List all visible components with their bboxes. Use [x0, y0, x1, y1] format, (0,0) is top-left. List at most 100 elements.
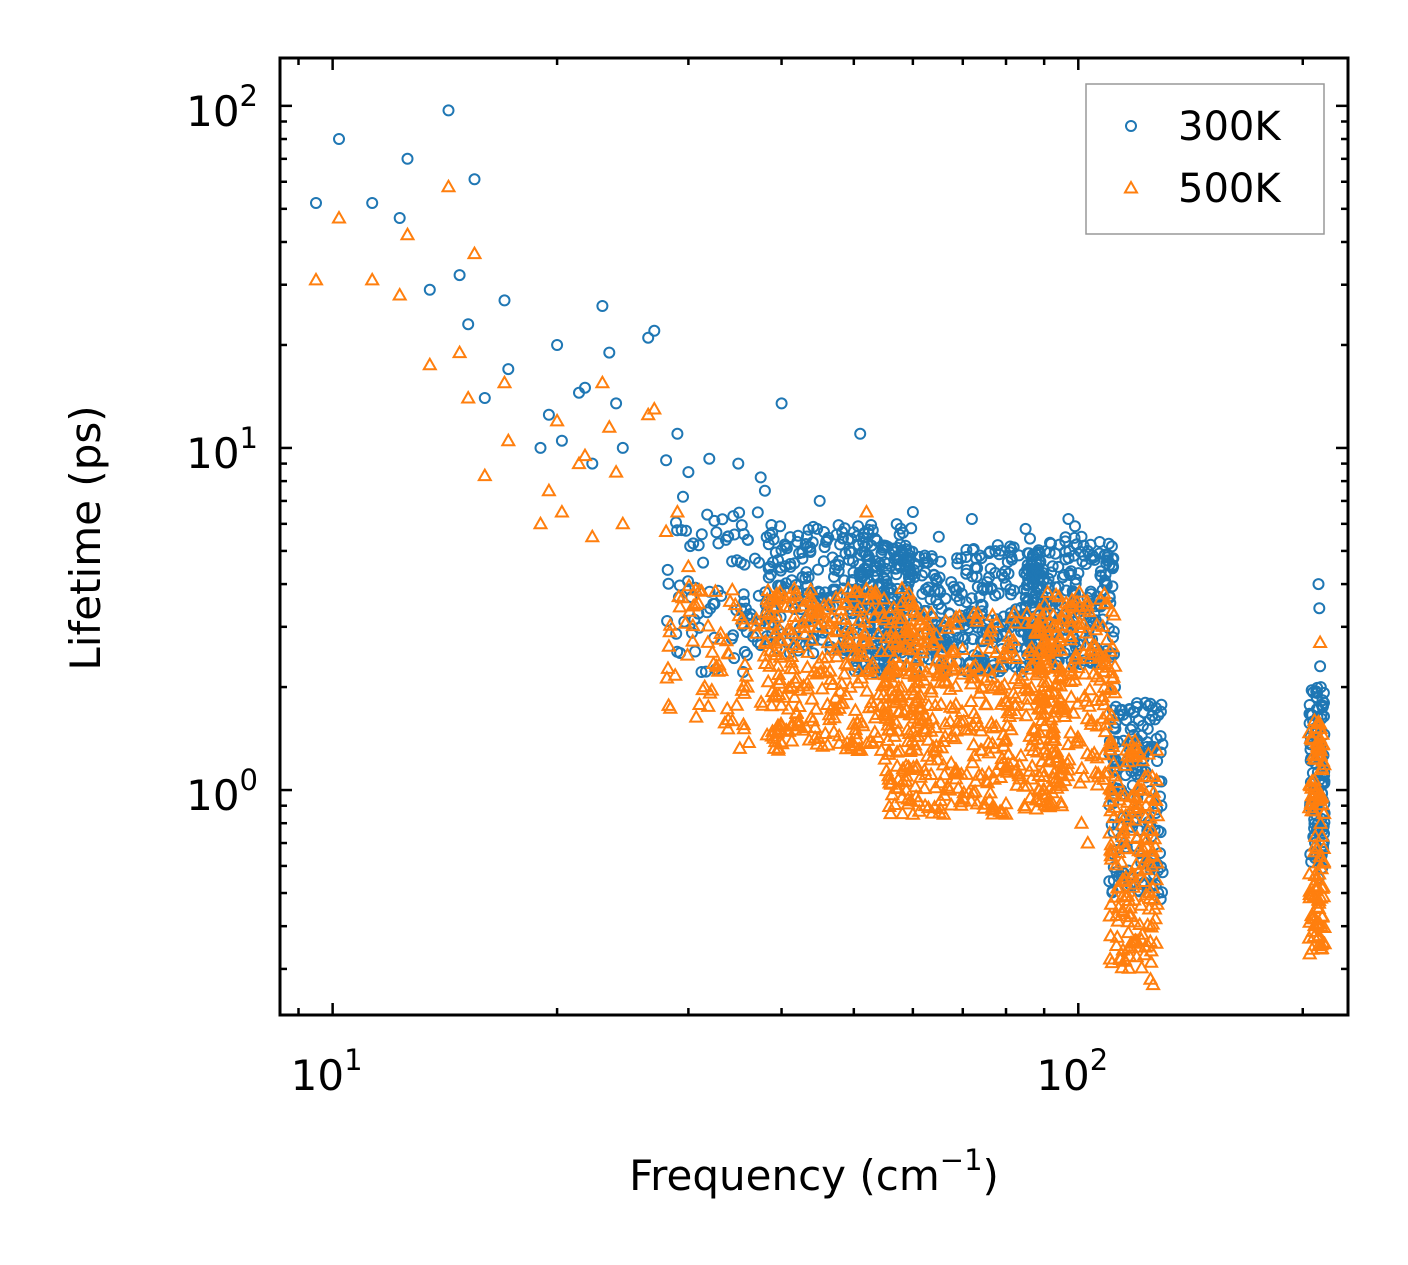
data-point [810, 605, 827, 619]
data-point [1005, 543, 1018, 556]
data-point [988, 762, 1005, 777]
data-point [855, 717, 871, 732]
data-point [736, 720, 752, 735]
data-point [1114, 828, 1131, 843]
y-tick-label: 101 [186, 421, 258, 478]
data-point [993, 696, 1010, 710]
data-point [1087, 551, 1100, 564]
data-point [757, 633, 774, 647]
data-point [681, 577, 697, 592]
data-point [688, 709, 704, 723]
data-point [1094, 599, 1107, 611]
data-point [783, 678, 799, 692]
data-point [1131, 842, 1147, 857]
data-point [741, 734, 757, 748]
data-point [1070, 659, 1086, 674]
data-point [808, 701, 824, 715]
data-point [869, 532, 882, 545]
data-point [1315, 805, 1332, 819]
data-point [787, 674, 804, 688]
data-point [842, 553, 855, 566]
data-point [1103, 847, 1119, 862]
data-point [1039, 637, 1055, 651]
data-point [1095, 618, 1111, 632]
data-point [460, 389, 476, 404]
data-point [695, 528, 708, 541]
data-point [1143, 857, 1160, 872]
data-point [971, 685, 988, 699]
data-point [1150, 702, 1162, 714]
data-point [788, 705, 805, 719]
data-point [1104, 735, 1120, 749]
data-point [1131, 916, 1148, 930]
data-point [819, 620, 836, 634]
data-point [1037, 618, 1053, 632]
data-point [775, 397, 788, 410]
data-point [869, 555, 882, 568]
data-point [1096, 696, 1112, 711]
data-point [399, 226, 416, 241]
data-point [925, 738, 941, 753]
data-point [832, 559, 845, 572]
data-point [837, 532, 849, 545]
data-point [1142, 789, 1159, 804]
data-point [731, 607, 747, 622]
plot-frame [278, 56, 1350, 1017]
data-point [878, 629, 894, 644]
data-point [983, 669, 1000, 683]
data-point [1144, 822, 1160, 836]
legend-box [1085, 83, 1325, 235]
data-point [1122, 905, 1138, 920]
data-point [1029, 590, 1042, 603]
data-point [1076, 688, 1093, 702]
data-point [800, 644, 816, 658]
data-point [1069, 520, 1081, 533]
data-point [1096, 746, 1112, 760]
data-point [1046, 560, 1059, 573]
data-point [785, 717, 801, 731]
data-point [840, 619, 856, 634]
data-point [1069, 577, 1082, 590]
data-point [813, 494, 826, 507]
data-point [1106, 606, 1122, 621]
data-point [1046, 685, 1062, 700]
data-point [717, 714, 733, 729]
data-point [603, 346, 616, 359]
data-point [760, 673, 776, 688]
data-point [1149, 742, 1165, 756]
data-point [922, 626, 939, 641]
data-point [832, 683, 848, 697]
data-point [795, 614, 811, 629]
data-point [858, 581, 875, 595]
data-point [956, 713, 972, 727]
data-point [989, 545, 1002, 558]
data-point [937, 635, 950, 648]
data-point [958, 633, 971, 646]
data-point [888, 715, 904, 729]
data-point [1145, 798, 1162, 812]
data-point [943, 754, 959, 769]
data-point [856, 571, 869, 584]
data-point [922, 581, 935, 594]
data-point [777, 599, 794, 613]
data-point [1034, 712, 1050, 726]
data-point [882, 805, 899, 820]
data-point [765, 688, 782, 703]
data-point [909, 651, 925, 665]
data-point [890, 780, 907, 795]
data-point [880, 722, 897, 736]
data-point [969, 613, 985, 627]
data-point [822, 531, 835, 544]
data-point [942, 782, 958, 796]
data-point [894, 805, 911, 820]
data-point [1041, 639, 1058, 654]
data-point [1100, 764, 1116, 779]
data-point [721, 645, 737, 660]
data-point [800, 593, 816, 607]
data-point [774, 564, 787, 577]
data-point [1029, 547, 1042, 560]
data-point [762, 658, 778, 672]
data-point [1074, 760, 1090, 774]
data-point [989, 589, 1002, 602]
data-point [826, 723, 842, 738]
